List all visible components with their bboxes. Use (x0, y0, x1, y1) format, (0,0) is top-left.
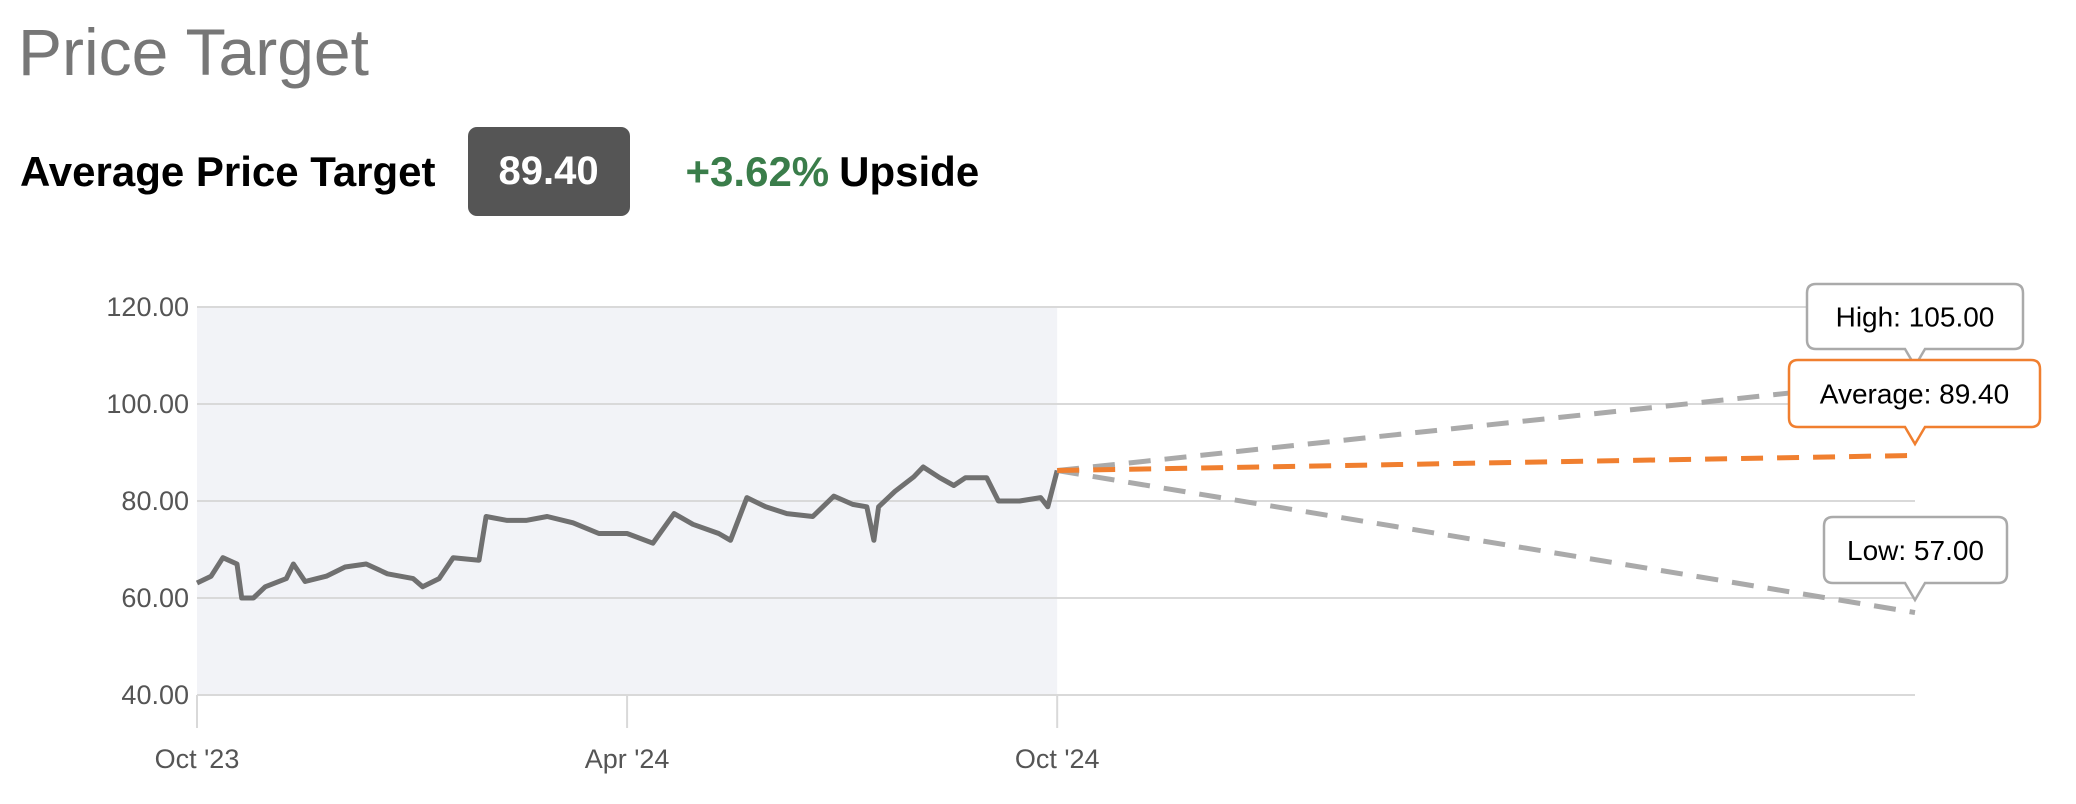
low-target-label: Low: 57.00 (1847, 535, 1984, 566)
high-target-callout (1805, 282, 2025, 369)
y-tick-label: 80.00 (121, 486, 189, 516)
upside-word: Upside (839, 147, 980, 195)
average-target-label: Average: 89.40 (1820, 379, 2009, 410)
average-price-target-badge: 89.40 (467, 127, 630, 216)
low-target-line (1056, 468, 1916, 616)
low-target-callout (1822, 515, 2009, 603)
y-tick-label: 40.00 (121, 680, 189, 710)
x-tick-label: Apr '24 (585, 744, 670, 774)
high-target-label: High: 105.00 (1836, 302, 1995, 333)
x-tick-label: Oct '24 (1015, 744, 1100, 774)
y-tick-label: 60.00 (121, 583, 189, 613)
y-tick-label: 120.00 (106, 292, 189, 322)
y-tick-label: 100.00 (106, 389, 189, 419)
page-title: Price Target (18, 15, 369, 89)
x-tick-label: Oct '23 (155, 744, 240, 774)
average-target-callout (1787, 358, 2042, 447)
price-target-summary: Average Price Target 89.40 +3.62% Upside (20, 127, 979, 216)
upside-percent: +3.62% (685, 147, 830, 195)
average-price-target-label: Average Price Target (20, 147, 436, 195)
price-history-line (195, 464, 1060, 601)
upside-indicator: +3.62% Upside (686, 148, 980, 196)
